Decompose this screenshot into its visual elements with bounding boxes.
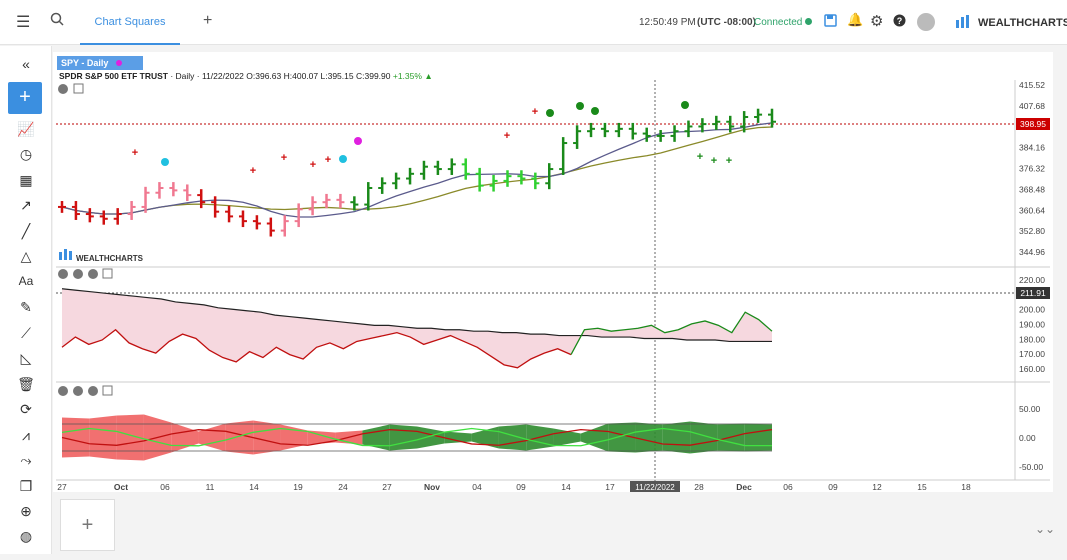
- connection-status: Connected: [754, 17, 813, 28]
- change-value: +1.35%: [392, 71, 422, 81]
- shapes-icon[interactable]: △: [20, 248, 32, 264]
- measure-icon[interactable]: ◺: [20, 350, 32, 366]
- low-value: L:395.15: [320, 71, 354, 81]
- add-tab-button[interactable]: +: [203, 12, 213, 29]
- bar-date: 11/22/2022: [201, 71, 244, 81]
- up-arrow-icon: ▲: [424, 71, 433, 81]
- add-drawing-button[interactable]: +: [8, 82, 42, 114]
- high-value: H:400.07: [283, 71, 319, 81]
- close-value: C:399.90: [355, 71, 391, 81]
- chart-panel[interactable]: [53, 52, 1053, 492]
- help-icon[interactable]: ?: [893, 14, 906, 32]
- bottom-bar: [53, 492, 1053, 554]
- avatar[interactable]: [917, 13, 935, 31]
- clock-icon[interactable]: ◷: [19, 146, 33, 162]
- sync-icon[interactable]: ⟳: [20, 401, 32, 417]
- svg-text:?: ?: [897, 16, 903, 26]
- top-bar: ☰ Chart Squares + 12:50:49 PM (UTC -08:0…: [0, 0, 1067, 45]
- calendar-icon[interactable]: ▦: [19, 172, 33, 188]
- wealthcharts-logo-icon: [955, 14, 973, 30]
- connection-dot-icon: [805, 18, 813, 25]
- open-value: O:396.63: [246, 71, 282, 81]
- collapse-icon[interactable]: «: [22, 56, 30, 72]
- connection-label: Connected: [754, 17, 803, 28]
- bell-icon[interactable]: 🔔: [847, 12, 864, 27]
- indicator-icon[interactable]: ⩘: [22, 427, 30, 443]
- brand-name: WEALTHCHARTS: [978, 17, 1067, 29]
- clock: 12:50:49 PM: [639, 17, 696, 28]
- instrument-title: SPDR S&P 500 ETF TRUST: [59, 71, 168, 81]
- symbol-tab[interactable]: SPY - Daily: [57, 56, 143, 70]
- add-chart-button[interactable]: +: [60, 499, 115, 551]
- globe-icon[interactable]: ◍: [19, 528, 33, 544]
- trend-icon[interactable]: ↗: [20, 197, 32, 213]
- pencil-icon[interactable]: ✎: [20, 299, 32, 315]
- menu-icon[interactable]: ☰: [16, 14, 31, 31]
- target-icon[interactable]: ⊕: [20, 503, 32, 519]
- symbol-tab-label: SPY - Daily: [61, 58, 109, 68]
- line-tool-icon[interactable]: ╱: [21, 223, 31, 239]
- trash-icon[interactable]: 🗑: [17, 376, 35, 392]
- pattern-icon[interactable]: ⤳: [20, 452, 32, 468]
- timezone[interactable]: (UTC -08:00): [697, 17, 756, 28]
- symbol-color-dot-icon: [116, 60, 123, 66]
- ohlc-info: SPDR S&P 500 ETF TRUST · Daily · 11/22/2…: [59, 71, 433, 81]
- search-icon[interactable]: [50, 12, 64, 31]
- drawing-toolbar: « 📈 ◷ ▦ ↗ ╱ △ Aa ✎ ⟋ ◺ 🗑 ⟳ ⩘ ⤳ ❐ ⊕ ◍: [0, 46, 52, 554]
- tab-chart-squares[interactable]: Chart Squares: [80, 0, 180, 45]
- chart-type-icon[interactable]: 📈: [17, 121, 35, 137]
- save-icon[interactable]: [824, 14, 837, 32]
- ruler-icon[interactable]: ⟋: [21, 325, 31, 341]
- layouts-icon[interactable]: ❐: [19, 478, 33, 494]
- gear-icon[interactable]: ⚙: [870, 13, 884, 30]
- expand-chevron-icon[interactable]: ⌄⌄: [1035, 522, 1056, 536]
- text-icon[interactable]: Aa: [18, 274, 34, 288]
- interval-label: Daily: [175, 71, 195, 81]
